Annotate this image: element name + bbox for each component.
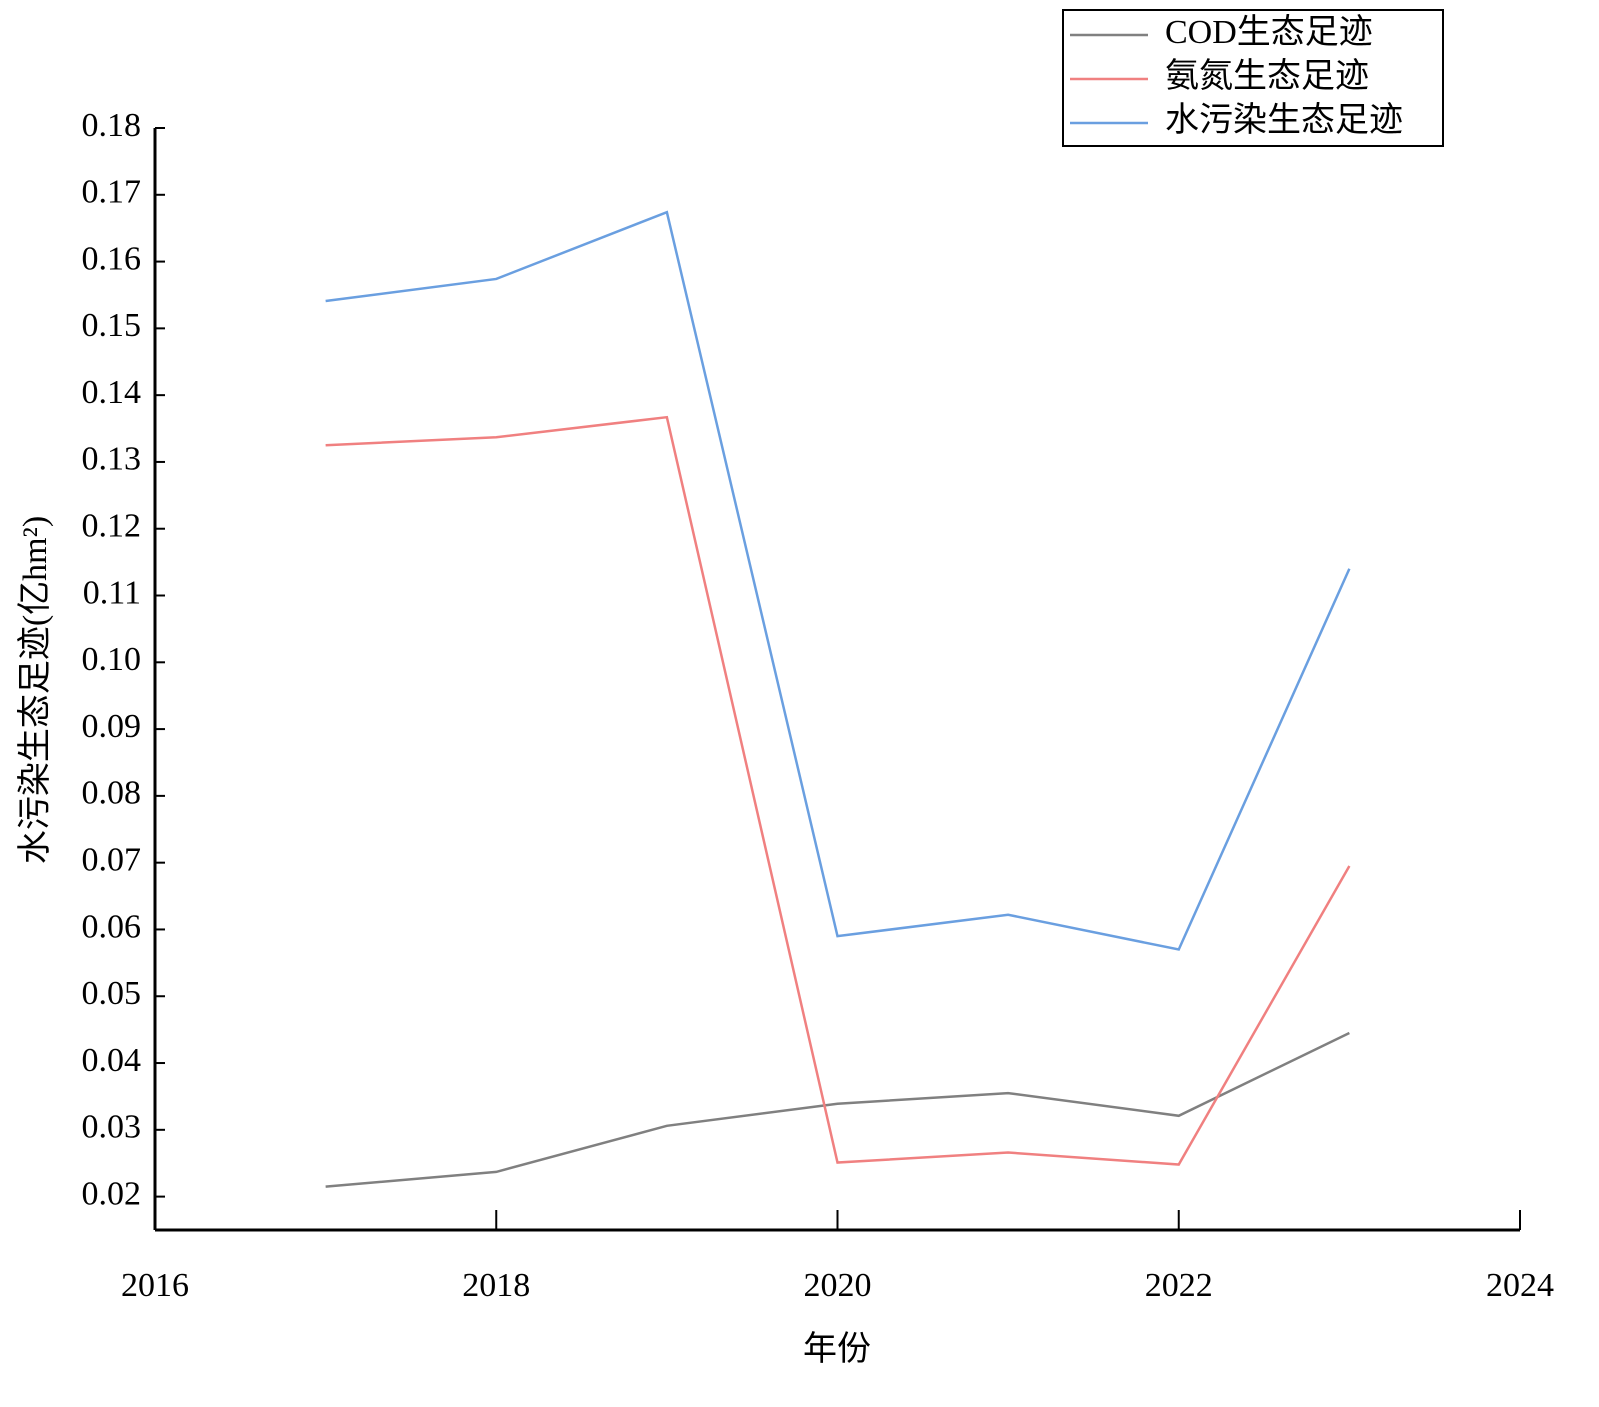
legend-label: 水污染生态足迹 xyxy=(1165,101,1403,139)
x-tick-label: 2022 xyxy=(1145,1267,1213,1304)
x-tick-label: 2020 xyxy=(804,1267,872,1304)
y-tick-label: 0.13 xyxy=(82,441,142,478)
y-tick-label: 0.07 xyxy=(82,841,142,878)
y-tick-label: 0.08 xyxy=(82,775,142,812)
y-tick-label: 0.03 xyxy=(82,1109,142,1146)
y-tick-label: 0.15 xyxy=(82,307,142,344)
series-line xyxy=(325,1031,1350,1188)
y-tick-label: 0.17 xyxy=(82,174,142,211)
x-tick-label: 2024 xyxy=(1486,1267,1554,1304)
y-tick-label: 0.18 xyxy=(82,107,142,144)
y-tick-label: 0.04 xyxy=(82,1042,142,1079)
y-tick-label: 0.06 xyxy=(82,908,142,945)
y-tick-label: 0.10 xyxy=(82,641,142,678)
y-tick-label: 0.12 xyxy=(82,508,142,545)
y-tick-label: 0.09 xyxy=(82,708,142,745)
x-axis-label: 年份 xyxy=(803,1330,871,1368)
series-line xyxy=(325,210,1351,951)
y-tick-label: 0.14 xyxy=(82,374,142,411)
series-line xyxy=(325,415,1351,1166)
y-axis-label: 水污染生态足迹(亿hm²) xyxy=(16,516,54,864)
y-tick-label: 0.02 xyxy=(82,1175,142,1212)
x-tick-label: 2016 xyxy=(121,1267,189,1304)
y-tick-label: 0.16 xyxy=(82,240,142,277)
legend-label: COD生态足迹 xyxy=(1165,13,1373,51)
y-tick-label: 0.11 xyxy=(83,574,141,611)
y-tick-label: 0.05 xyxy=(82,975,142,1012)
x-tick-label: 2018 xyxy=(462,1267,530,1304)
legend-label: 氨氮生态足迹 xyxy=(1165,57,1369,95)
